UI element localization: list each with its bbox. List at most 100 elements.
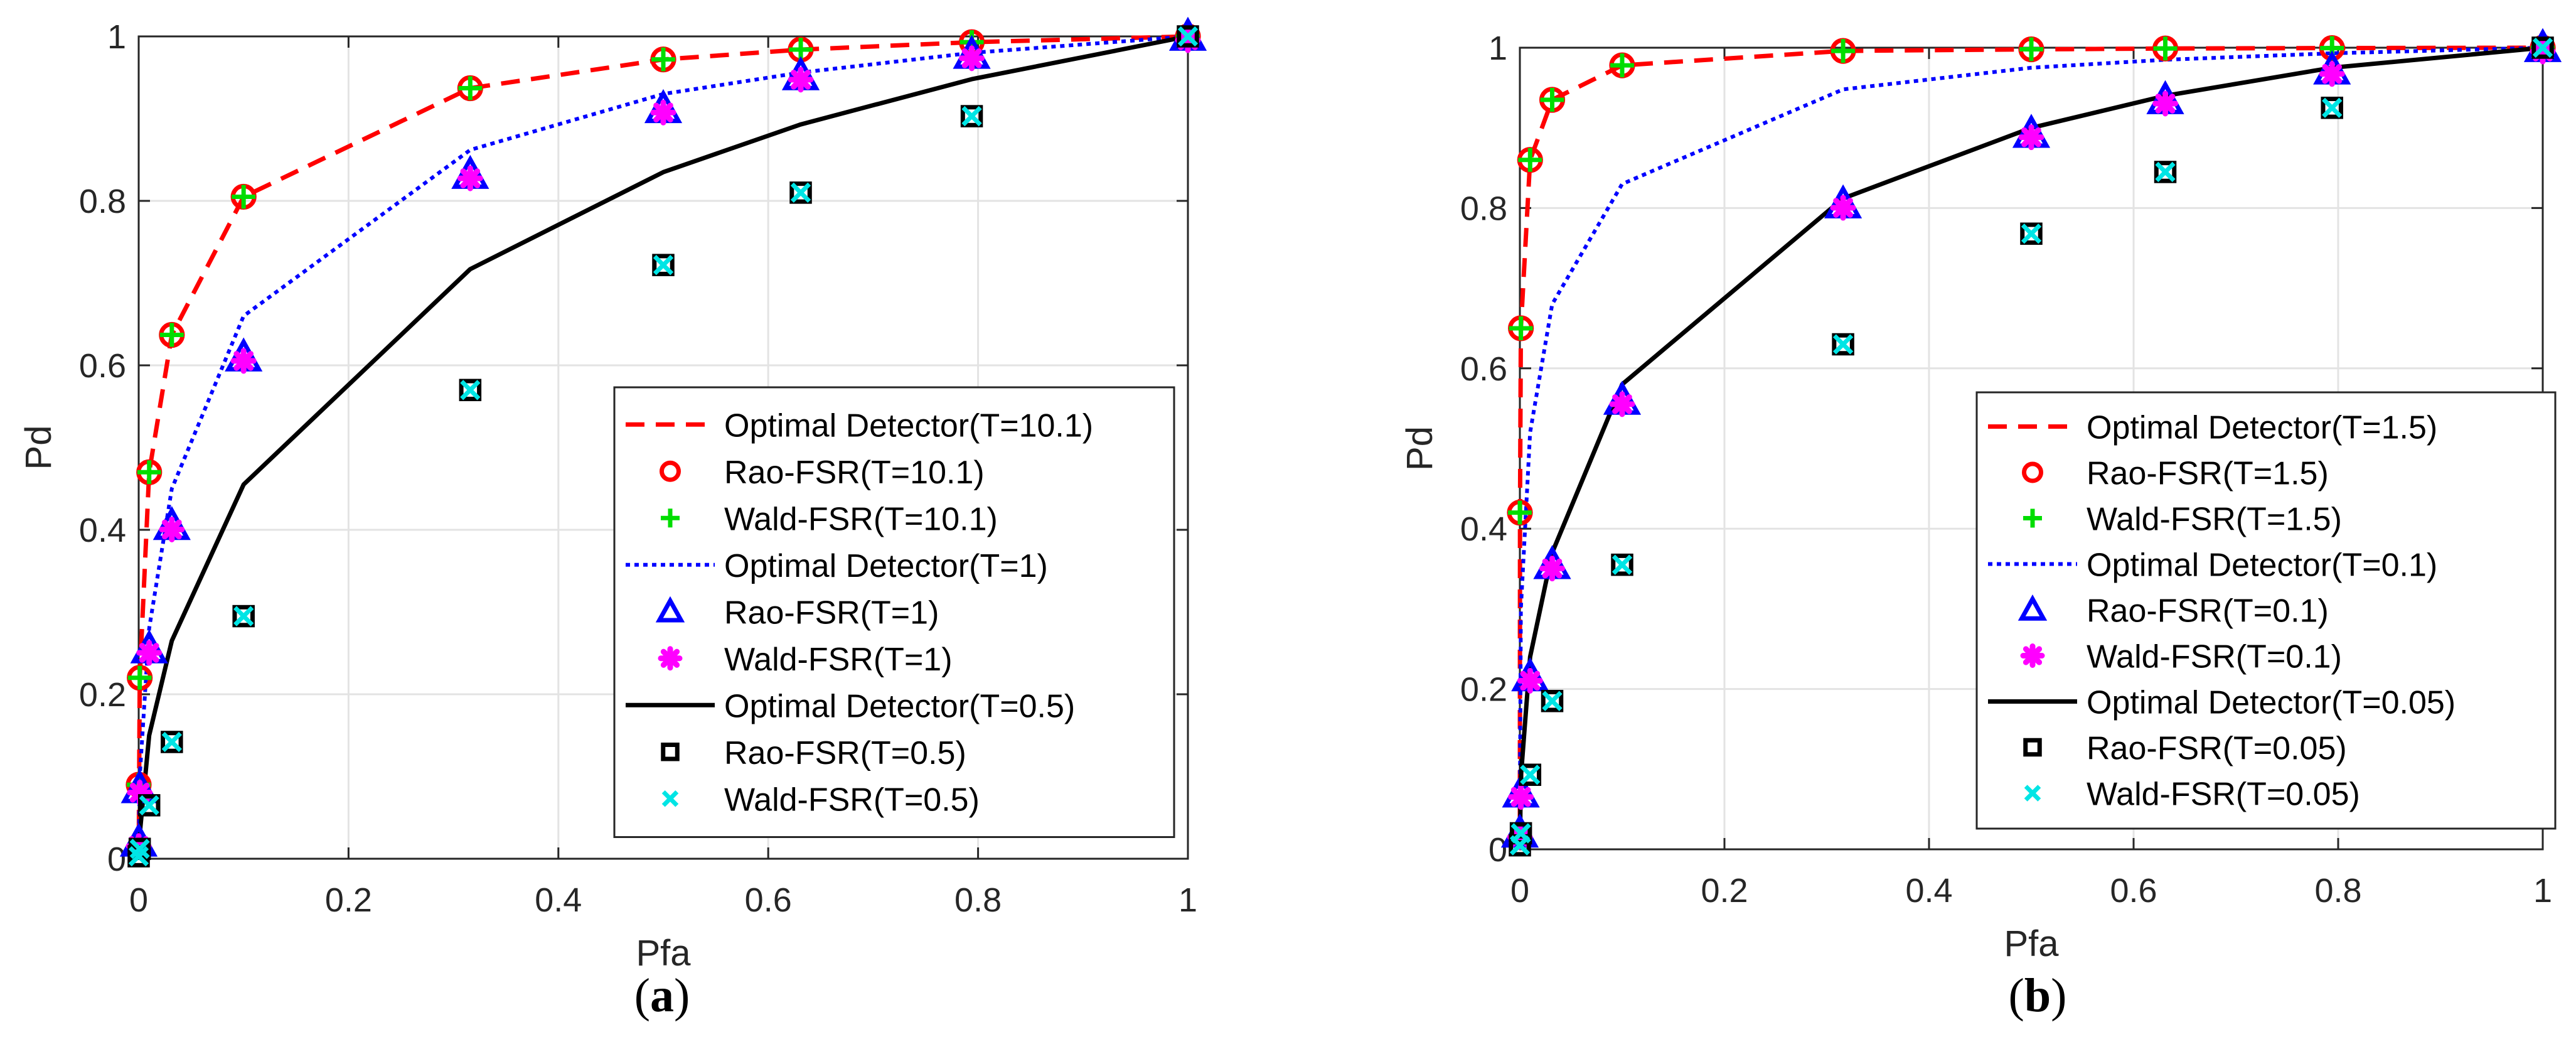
legend-entry-label: Wald-FSR(T=0.05) bbox=[2087, 777, 2360, 813]
data-point bbox=[1518, 148, 1542, 172]
roc-chart-b: 0 0.2 0.4 0.6 0.8 1 0 0.2 0.4 0.6 0.8 1 Pfa Pd Optimal… bbox=[1399, 28, 2562, 964]
data-point bbox=[1540, 88, 1564, 112]
data-point bbox=[1539, 556, 1566, 582]
x-tick-label: 0 bbox=[129, 881, 148, 919]
legend-marker-sample bbox=[658, 646, 683, 671]
data-point bbox=[788, 67, 814, 93]
series-line bbox=[137, 35, 1189, 859]
data-point bbox=[137, 794, 161, 817]
legend-entry-label: Rao-FSR(T=10.1) bbox=[724, 454, 985, 491]
chart-panel-b: 0 0.2 0.4 0.6 0.8 1 0 0.2 0.4 0.6 0.8 1 Pfa Pd Optimal… bbox=[1288, 0, 2575, 1064]
legend-marker-sample bbox=[660, 460, 681, 482]
x-tick-label: 0.4 bbox=[535, 881, 582, 919]
series-line bbox=[136, 34, 1189, 859]
y-tick-label: 0.8 bbox=[1460, 190, 1507, 227]
x-tick-label: 0.2 bbox=[325, 881, 372, 919]
legend-entry-label: Optimal Detector(T=0.5) bbox=[724, 688, 1075, 724]
data-point bbox=[1510, 823, 1531, 844]
x-tick-label: 1 bbox=[1178, 881, 1197, 919]
legend-entry-label: Wald-FSR(T=1) bbox=[724, 642, 953, 678]
data-point bbox=[2322, 97, 2343, 118]
legend-entry-label: Optimal Detector(T=0.05) bbox=[2087, 685, 2456, 721]
data-point bbox=[1175, 27, 1201, 53]
data-point bbox=[230, 348, 257, 374]
data-point bbox=[2155, 161, 2176, 183]
data-point bbox=[2153, 36, 2178, 61]
data-point bbox=[2321, 97, 2343, 119]
legend-marker-sample bbox=[661, 790, 679, 807]
y-tick-label: 0.6 bbox=[1460, 350, 1507, 388]
legend-entry-label: Rao-FSR(T=1.5) bbox=[2087, 456, 2329, 492]
caption-letter-b: b bbox=[2024, 969, 2051, 1022]
data-point bbox=[1611, 554, 1633, 575]
data-point bbox=[1177, 25, 1199, 48]
data-point bbox=[2152, 90, 2179, 117]
y-tick-label: 0.8 bbox=[79, 183, 126, 220]
legend-entry-label: Optimal Detector(T=1) bbox=[724, 548, 1048, 584]
data-point bbox=[161, 731, 182, 753]
x-tick-label: 0.6 bbox=[2110, 872, 2157, 910]
data-point bbox=[1508, 784, 1534, 810]
legend-entry-label: Wald-FSR(T=10.1) bbox=[724, 501, 998, 537]
legend-marker-sample bbox=[2018, 594, 2048, 621]
data-point bbox=[2019, 37, 2043, 62]
y-tick-label: 0.2 bbox=[79, 676, 126, 714]
legend-marker-sample bbox=[2022, 461, 2043, 483]
caption-b: (b) bbox=[2008, 969, 2067, 1022]
data-point bbox=[136, 640, 163, 666]
legend-entry-label: Wald-FSR(T=0.5) bbox=[724, 782, 980, 818]
legend-marker-sample bbox=[2020, 643, 2045, 668]
ticks: 0 0.2 0.4 0.6 0.8 1 0 0.2 0.4 0.6 0.8 1 bbox=[79, 18, 1197, 919]
legend-box bbox=[1975, 391, 2557, 830]
legend-entry-label: Wald-FSR(T=0.1) bbox=[2087, 639, 2342, 675]
data-point bbox=[2021, 223, 2042, 244]
data-point bbox=[2020, 222, 2043, 245]
data-point bbox=[1832, 334, 1854, 355]
legend-box bbox=[613, 386, 1175, 838]
data-point bbox=[2319, 61, 2345, 87]
data-point bbox=[653, 255, 674, 276]
data-point bbox=[960, 105, 983, 127]
legend-marker-sample bbox=[661, 508, 680, 528]
legend-entry-label: Rao-FSR(T=0.5) bbox=[724, 735, 966, 771]
y-tick-label: 0.4 bbox=[79, 512, 126, 549]
legend: Optimal Detector(T=1.5) Rao-FSR(T=1.5) Wal… bbox=[1975, 391, 2557, 830]
data-point bbox=[790, 182, 811, 203]
series-markers bbox=[1509, 37, 2553, 856]
data-point bbox=[159, 516, 185, 542]
y-tick-label: 0 bbox=[1488, 831, 1507, 869]
x-tick-label: 0.6 bbox=[745, 881, 792, 919]
legend-marker-sample bbox=[2023, 508, 2042, 528]
legend-entry-label: Rao-FSR(T=0.05) bbox=[2087, 731, 2347, 767]
y-tick-label: 0 bbox=[107, 841, 126, 878]
data-point bbox=[139, 795, 159, 816]
roc-chart-a: 0 0.2 0.4 0.6 0.8 1 0 0.2 0.4 0.6 0.8 1 Pfa Pd Optimal… bbox=[18, 16, 1207, 967]
data-point bbox=[1517, 667, 1543, 694]
data-point bbox=[789, 181, 812, 204]
data-point bbox=[233, 606, 254, 626]
data-point bbox=[1831, 39, 1856, 63]
series-markers bbox=[127, 25, 1199, 868]
data-point bbox=[127, 780, 153, 806]
x-axis-label: Pfa bbox=[2004, 923, 2059, 964]
data-point bbox=[129, 839, 150, 859]
data-point bbox=[137, 460, 161, 485]
data-point bbox=[2154, 161, 2177, 183]
data-point bbox=[959, 45, 985, 72]
legend-marker-sample bbox=[2024, 785, 2041, 802]
series-group bbox=[1500, 28, 2562, 857]
x-axis-label: Pfa bbox=[636, 933, 691, 967]
legend-entry-label: Optimal Detector(T=0.1) bbox=[2087, 547, 2437, 584]
caption-a: (a) bbox=[634, 969, 690, 1022]
series-line bbox=[1518, 46, 2543, 810]
x-tick-label: 0.8 bbox=[954, 881, 1002, 919]
legend-marker-sample bbox=[661, 743, 680, 761]
data-point bbox=[460, 380, 481, 400]
data-point bbox=[1609, 391, 1635, 417]
y-tick-label: 0.6 bbox=[79, 347, 126, 385]
legend: Optimal Detector(T=10.1) Rao-FSR(T=10.1) W… bbox=[613, 386, 1175, 838]
legend-entry-label: Optimal Detector(T=10.1) bbox=[724, 407, 1093, 444]
data-point bbox=[459, 379, 482, 402]
legend-entry-label: Wald-FSR(T=1.5) bbox=[2087, 502, 2342, 538]
data-point bbox=[1610, 53, 1634, 78]
